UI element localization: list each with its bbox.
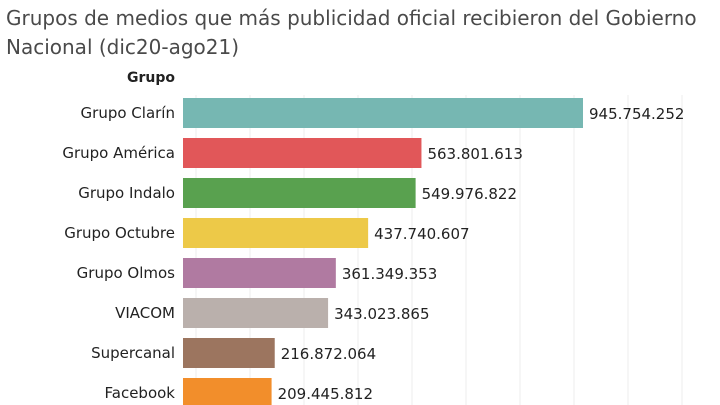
bar (183, 98, 583, 128)
bars: Grupo Clarín 945.754.252 Grupo América 563.… (62, 98, 684, 405)
bar (183, 298, 329, 328)
bar (183, 218, 369, 248)
value-label: 945.754.252 (589, 105, 684, 123)
value-label: 437.740.607 (374, 225, 469, 243)
bar (183, 138, 422, 168)
category-label: Facebook (105, 384, 176, 402)
category-label: Grupo Clarín (81, 104, 175, 122)
bar (183, 258, 336, 288)
value-label: 563.801.613 (427, 145, 522, 163)
value-label: 361.349.353 (342, 265, 437, 283)
value-label: 343.023.865 (334, 305, 429, 323)
value-label: 209.445.812 (278, 385, 373, 403)
category-label: VIACOM (115, 304, 175, 322)
row-header: Grupo (127, 70, 175, 86)
category-label: Grupo Octubre (64, 224, 175, 242)
value-label: 216.872.064 (281, 345, 376, 363)
category-label: Grupo América (62, 144, 175, 162)
value-label: 549.976.822 (422, 185, 517, 203)
bar (183, 178, 416, 208)
chart-title: Grupos de medios que más publicidad ofic… (6, 6, 697, 59)
category-label: Grupo Indalo (78, 184, 175, 202)
bar (183, 378, 272, 405)
bar (183, 338, 275, 368)
category-label: Grupo Olmos (77, 264, 176, 282)
category-label: Supercanal (91, 344, 175, 362)
